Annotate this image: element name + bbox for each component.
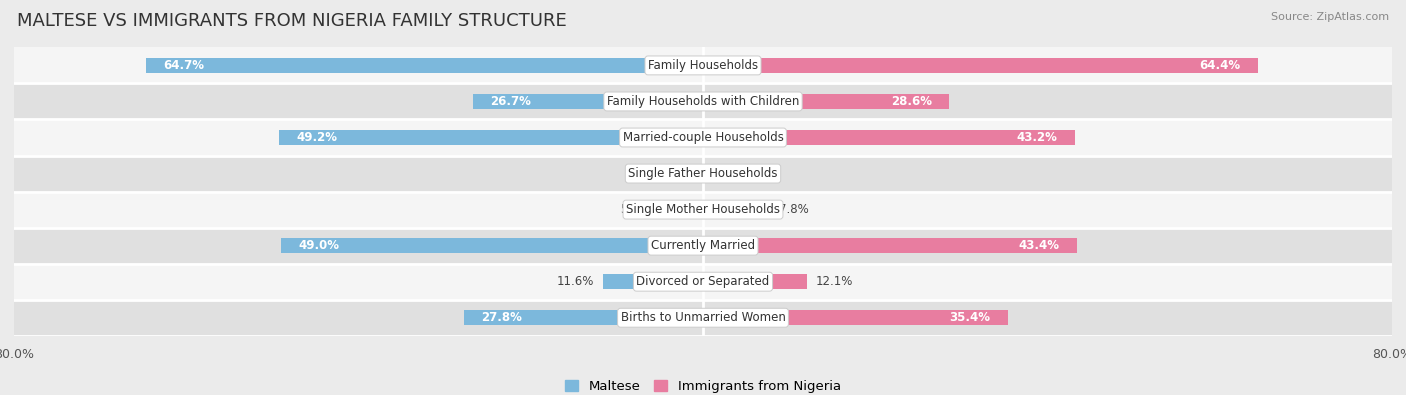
Text: 49.2%: 49.2% <box>297 131 337 144</box>
Bar <box>464 310 703 325</box>
Bar <box>703 310 1008 325</box>
Bar <box>703 274 807 289</box>
Bar <box>14 83 1392 119</box>
Bar <box>703 238 1077 253</box>
Text: 5.2%: 5.2% <box>620 203 650 216</box>
Legend: Maltese, Immigrants from Nigeria: Maltese, Immigrants from Nigeria <box>565 380 841 393</box>
Text: 7.8%: 7.8% <box>779 203 808 216</box>
Text: 49.0%: 49.0% <box>298 239 339 252</box>
Bar <box>14 300 1392 336</box>
Text: Births to Unmarried Women: Births to Unmarried Women <box>620 311 786 324</box>
Bar <box>703 58 1257 73</box>
Text: 2.0%: 2.0% <box>647 167 678 180</box>
Bar <box>686 166 703 181</box>
Text: 12.1%: 12.1% <box>815 275 853 288</box>
Bar <box>14 192 1392 228</box>
Text: Single Father Households: Single Father Households <box>628 167 778 180</box>
Text: 64.7%: 64.7% <box>163 59 204 72</box>
Text: 43.2%: 43.2% <box>1017 131 1057 144</box>
Text: 28.6%: 28.6% <box>891 95 932 108</box>
Text: MALTESE VS IMMIGRANTS FROM NIGERIA FAMILY STRUCTURE: MALTESE VS IMMIGRANTS FROM NIGERIA FAMIL… <box>17 12 567 30</box>
Bar <box>703 166 724 181</box>
Text: Family Households with Children: Family Households with Children <box>607 95 799 108</box>
Text: 43.4%: 43.4% <box>1018 239 1060 252</box>
Bar <box>146 58 703 73</box>
Text: Currently Married: Currently Married <box>651 239 755 252</box>
Bar <box>281 238 703 253</box>
Text: 64.4%: 64.4% <box>1199 59 1240 72</box>
Text: 35.4%: 35.4% <box>949 311 991 324</box>
Bar <box>703 94 949 109</box>
Text: Divorced or Separated: Divorced or Separated <box>637 275 769 288</box>
Bar <box>472 94 703 109</box>
Bar <box>14 264 1392 300</box>
Text: 26.7%: 26.7% <box>491 95 531 108</box>
Bar <box>603 274 703 289</box>
Text: 27.8%: 27.8% <box>481 311 522 324</box>
Text: 2.4%: 2.4% <box>733 167 762 180</box>
Bar <box>14 47 1392 83</box>
Bar <box>280 130 703 145</box>
Bar <box>703 130 1076 145</box>
Bar <box>14 228 1392 264</box>
Bar <box>658 202 703 217</box>
Text: Source: ZipAtlas.com: Source: ZipAtlas.com <box>1271 12 1389 22</box>
Text: 11.6%: 11.6% <box>557 275 595 288</box>
Bar <box>703 202 770 217</box>
Text: Married-couple Households: Married-couple Households <box>623 131 783 144</box>
Text: Single Mother Households: Single Mother Households <box>626 203 780 216</box>
Bar <box>14 156 1392 192</box>
Bar <box>14 119 1392 156</box>
Text: Family Households: Family Households <box>648 59 758 72</box>
